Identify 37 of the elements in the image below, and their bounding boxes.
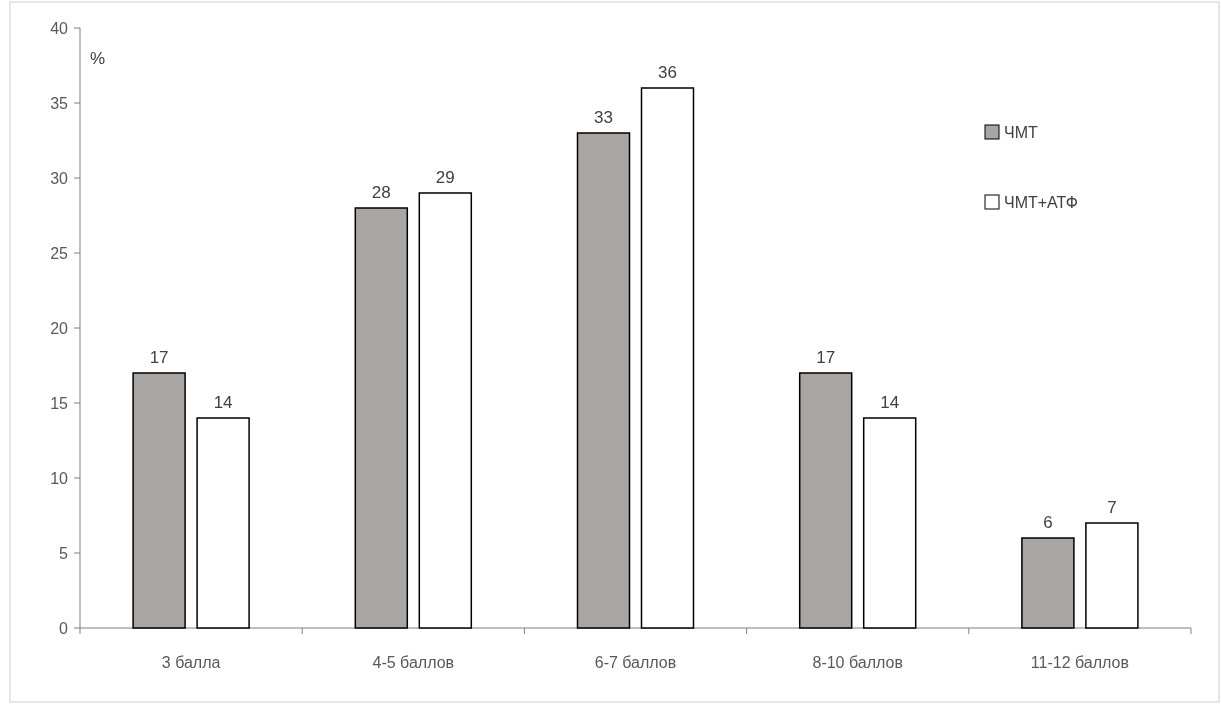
bar — [132, 372, 186, 629]
x-tick-label: 6-7 баллов — [594, 654, 677, 671]
legend-label: ЧМТ — [1004, 123, 1038, 141]
y-tick-label: 15 — [50, 394, 69, 412]
bar — [418, 192, 473, 629]
x-tick-label: 3 балла — [161, 654, 221, 671]
bar — [576, 132, 631, 629]
data-label: 14 — [880, 393, 900, 412]
x-tick-label: 8-10 баллов — [812, 654, 903, 671]
y-tick-label: 5 — [59, 544, 69, 562]
data-label: 17 — [816, 348, 836, 367]
data-label: 14 — [213, 393, 233, 412]
y-tick-label: 25 — [50, 244, 69, 262]
y-tick-label: 10 — [50, 469, 69, 487]
bar — [354, 207, 409, 629]
bar — [862, 417, 917, 629]
data-label: 17 — [149, 348, 169, 367]
data-label: 7 — [1107, 498, 1117, 517]
data-label: 29 — [435, 168, 455, 187]
data-label: 6 — [1043, 513, 1053, 532]
bar — [196, 417, 250, 629]
data-label: 33 — [594, 108, 613, 127]
x-tick-label: 4-5 баллов — [372, 654, 455, 671]
legend-label: ЧМТ+АТФ — [1004, 193, 1078, 211]
bar — [1021, 537, 1075, 629]
bar — [1085, 522, 1139, 629]
data-label: 28 — [371, 183, 391, 202]
bar — [640, 87, 695, 629]
bar — [798, 372, 853, 629]
y-axis-title: % — [90, 49, 106, 68]
y-tick-label: 40 — [50, 19, 69, 37]
data-label: 36 — [658, 63, 677, 82]
y-tick-label: 30 — [50, 169, 69, 187]
y-tick-label: 20 — [50, 319, 69, 337]
y-tick-label: 35 — [50, 94, 69, 112]
y-tick-label: 0 — [59, 619, 69, 637]
x-tick-label: 11-12 баллов — [1030, 654, 1129, 671]
